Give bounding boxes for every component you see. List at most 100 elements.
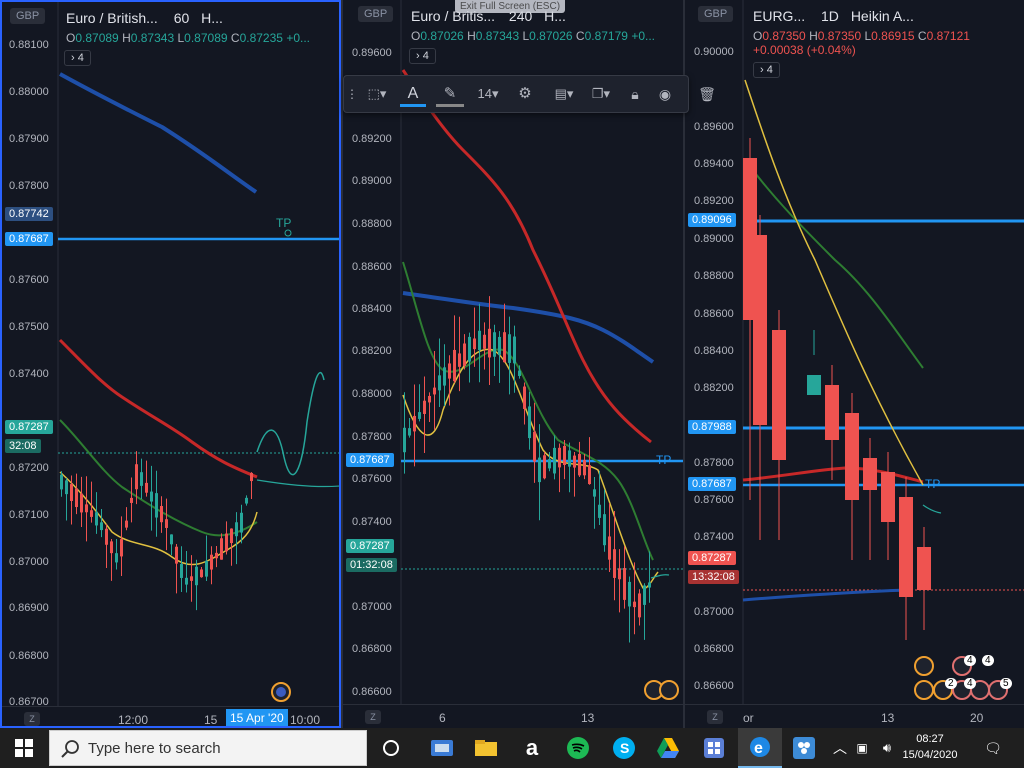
skype-icon[interactable]: S bbox=[606, 728, 642, 768]
y-label: 0.90000 bbox=[694, 46, 734, 58]
volume-icon[interactable]: 🔊︎ bbox=[882, 740, 892, 755]
font-size-select[interactable]: 14▾ bbox=[477, 86, 499, 101]
candle-body bbox=[423, 400, 426, 414]
candle-body bbox=[483, 334, 486, 349]
indicators-toggle[interactable]: › 4 bbox=[753, 62, 780, 78]
candle-body bbox=[633, 601, 636, 608]
search-icon bbox=[61, 740, 79, 758]
indicators-toggle[interactable]: › 4 bbox=[64, 50, 91, 66]
chevron-up-icon[interactable]: ︿ bbox=[833, 740, 847, 756]
trash-icon[interactable]: 🗑︎ bbox=[698, 86, 716, 102]
pencil-icon[interactable]: ✎ bbox=[436, 82, 464, 107]
x-axis[interactable] bbox=[343, 704, 683, 728]
candle-body bbox=[453, 349, 456, 382]
y-label: 0.87800 bbox=[9, 180, 49, 192]
candle-body bbox=[488, 328, 491, 358]
tp-label: TP bbox=[656, 453, 672, 467]
candles bbox=[60, 451, 253, 611]
ohlc-close: 0.87235 bbox=[239, 31, 283, 45]
spotify-icon[interactable] bbox=[560, 728, 596, 768]
axis-zoom-button[interactable]: Z bbox=[24, 712, 40, 726]
notification-icon[interactable]: 🗨︎ bbox=[984, 739, 1002, 756]
candle-body bbox=[200, 569, 203, 578]
edge-browser-icon[interactable]: e bbox=[738, 728, 782, 768]
chart-pane-3-canvas[interactable] bbox=[685, 0, 1024, 728]
candle-body bbox=[155, 493, 158, 518]
y-label: 0.86700 bbox=[9, 696, 49, 708]
y-label: 0.88100 bbox=[9, 39, 49, 51]
indicators-toggle[interactable]: › 4 bbox=[409, 48, 436, 64]
pane-separator[interactable] bbox=[341, 0, 343, 728]
candle-body bbox=[105, 528, 108, 545]
x-axis[interactable] bbox=[685, 704, 1024, 728]
pane-separator[interactable] bbox=[683, 0, 685, 728]
chart-pane-2-canvas[interactable] bbox=[343, 0, 683, 728]
y-label: 0.87100 bbox=[9, 509, 49, 521]
ohlc-close: 0.87121 bbox=[926, 29, 970, 43]
symbol-name: Euro / British... bbox=[66, 10, 158, 26]
clone-icon[interactable]: ❐▾ bbox=[591, 86, 611, 101]
rectangle-select-icon[interactable]: ⬚▾ bbox=[367, 86, 387, 101]
chart-pane-1[interactable]: GBP Euro / British... 60 H... O0.87089 H… bbox=[0, 0, 341, 728]
svg-text:e: e bbox=[754, 740, 763, 757]
interval-label: 1D bbox=[821, 8, 839, 24]
ohlc-change: +0.00038 (+0.04%) bbox=[753, 43, 856, 57]
taskbar-search-box[interactable]: Type here to search bbox=[49, 730, 367, 766]
exit-fullscreen-hint[interactable]: Exit Full Screen (ESC) bbox=[455, 0, 566, 13]
ohlc-open: 0.87350 bbox=[762, 29, 806, 43]
indicator-count: 4 bbox=[422, 50, 429, 62]
clock-date: 15/04/2020 bbox=[902, 749, 958, 761]
symbol-title[interactable]: Euro / British... 60 H... bbox=[66, 10, 223, 26]
x-crosshair-label: 15 Apr '20 bbox=[226, 709, 288, 726]
x-label: or bbox=[743, 711, 754, 725]
moving-average-green bbox=[744, 159, 924, 369]
symbol-name: EURG... bbox=[753, 8, 806, 24]
amazon-icon[interactable]: a bbox=[525, 735, 539, 760]
task-view-icon[interactable] bbox=[376, 728, 406, 768]
candle-body bbox=[593, 489, 596, 497]
candle-body bbox=[618, 568, 621, 580]
eye-icon[interactable]: ◉ bbox=[658, 86, 672, 102]
candle-body bbox=[578, 453, 581, 476]
candle-body bbox=[513, 336, 516, 364]
currency-tag: GBP bbox=[698, 6, 734, 22]
photos-app-icon[interactable] bbox=[424, 728, 460, 768]
chart-pane-3[interactable]: GBP EURG... 1D Heikin A... O0.87350 H0.8… bbox=[685, 0, 1024, 728]
gear-icon[interactable]: ⚙ bbox=[518, 85, 532, 102]
network-status-icon[interactable]: ▣ bbox=[856, 741, 868, 755]
app-grid-icon[interactable] bbox=[696, 728, 732, 768]
symbol-title[interactable]: EURG... 1D Heikin A... bbox=[753, 8, 914, 24]
x-label: 10:00 bbox=[290, 713, 321, 727]
candle-body bbox=[145, 482, 148, 493]
candle-body bbox=[210, 554, 213, 570]
candles bbox=[403, 296, 651, 643]
candle-body bbox=[523, 386, 526, 409]
network-app-icon[interactable] bbox=[786, 728, 822, 768]
tp-label: TP bbox=[925, 477, 941, 491]
moving-average-red bbox=[401, 69, 652, 444]
candle-body bbox=[100, 522, 103, 531]
countdown-badge: 13:32:08 bbox=[688, 570, 739, 584]
text-color-icon[interactable]: A bbox=[400, 82, 426, 107]
y-label: 0.88800 bbox=[352, 218, 392, 230]
google-drive-icon[interactable] bbox=[650, 728, 686, 768]
windows-start-icon[interactable] bbox=[0, 728, 48, 768]
axis-zoom-button[interactable]: Z bbox=[707, 710, 723, 724]
moving-average-blue bbox=[402, 291, 655, 364]
chart-pane-1-canvas[interactable] bbox=[2, 2, 341, 728]
file-explorer-icon[interactable] bbox=[468, 728, 504, 768]
candle-body bbox=[468, 336, 471, 362]
candle-body bbox=[563, 445, 566, 465]
drag-handle-icon[interactable]: ⋮ bbox=[346, 87, 358, 101]
candle-body bbox=[135, 464, 138, 490]
x-axis[interactable] bbox=[2, 706, 339, 726]
lock-icon[interactable]: 🔒︎ bbox=[631, 86, 639, 102]
system-clock[interactable]: 08:27 15/04/2020 bbox=[900, 731, 960, 763]
chart-pane-2[interactable]: GBP Euro / Britis... 240 H... O0.87026 H… bbox=[343, 0, 683, 728]
candle-body bbox=[568, 450, 571, 467]
y-label: 0.89200 bbox=[694, 195, 734, 207]
candle-body bbox=[180, 563, 183, 578]
axis-zoom-button[interactable]: Z bbox=[365, 710, 381, 724]
last-price-badge: 0.87287 bbox=[5, 420, 53, 434]
template-icon[interactable]: ▤▾ bbox=[554, 86, 574, 101]
